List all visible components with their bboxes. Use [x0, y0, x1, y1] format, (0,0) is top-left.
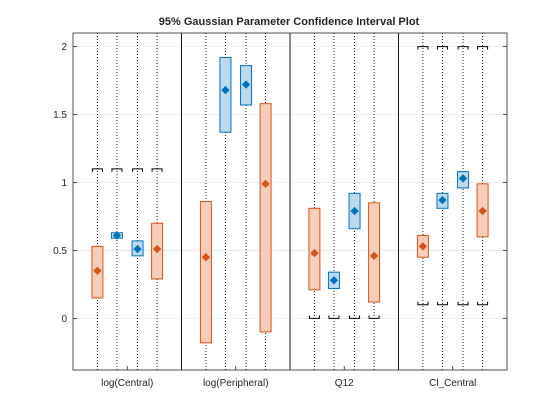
estimate-marker [152, 244, 162, 254]
bound-marker [477, 301, 489, 306]
bound-marker [91, 168, 103, 172]
bound-marker [417, 301, 429, 306]
category-label: log(Central) [101, 378, 153, 389]
y-tick-label: 2 [61, 42, 67, 53]
y-axis: 0 0.5 1 1.5 2 [53, 42, 507, 325]
y-tick-label: 1 [61, 178, 67, 189]
group-separators [181, 33, 399, 370]
category-label: log(Peripheral) [203, 378, 269, 389]
bound-marker [457, 46, 469, 50]
estimate-marker [310, 248, 319, 258]
y-tick-label: 0.5 [53, 246, 67, 257]
estimate-marker [261, 179, 270, 189]
estimates [93, 80, 487, 285]
estimate-marker [350, 206, 359, 216]
bound-marker [132, 168, 144, 172]
parameter-bounds [91, 46, 489, 319]
x-axis: log(Central) log(Peripheral) Q12 Cl_Central [101, 366, 476, 389]
estimate-marker [112, 231, 122, 240]
estimate-marker [418, 242, 428, 251]
bound-marker [477, 46, 489, 50]
bound-marker [436, 301, 448, 306]
chart-title: 95% Gaussian Parameter Confidence Interv… [159, 16, 420, 28]
plot-frame [72, 32, 508, 371]
estimate-marker [241, 80, 251, 89]
bound-marker [308, 315, 320, 319]
interval-box-blue [219, 56, 232, 133]
estimate-marker [221, 85, 230, 95]
interval-box-orange [199, 201, 212, 344]
category-label: Cl_Central [429, 378, 476, 389]
bound-marker [417, 46, 429, 50]
estimate-marker [478, 206, 487, 216]
estimate-marker [458, 174, 468, 183]
bound-marker [111, 168, 123, 172]
estimate-marker [201, 253, 211, 262]
bound-marker [151, 168, 163, 172]
bound-marker [349, 315, 361, 319]
category-label: Q12 [335, 378, 354, 389]
bound-marker [436, 46, 448, 50]
y-tick-label: 1.5 [53, 110, 67, 121]
bound-marker [328, 315, 340, 319]
estimate-marker [438, 195, 447, 205]
interval-box-orange [259, 103, 272, 333]
y-tick-label: 0 [61, 314, 67, 325]
estimate-marker [329, 276, 339, 285]
estimate-marker [133, 244, 142, 254]
estimate-marker [369, 251, 379, 261]
bound-marker [368, 315, 380, 319]
bound-marker [457, 301, 469, 306]
estimate-marker [93, 266, 102, 275]
